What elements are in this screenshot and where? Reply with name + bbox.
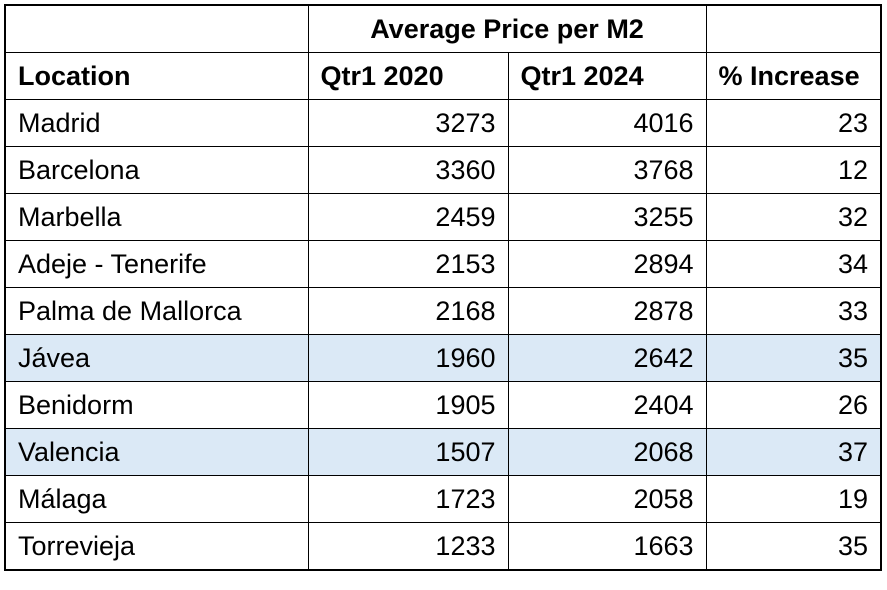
price-2024-cell: 1663 — [507, 522, 707, 571]
location-cell: Málaga — [4, 475, 309, 523]
location-cell: Torrevieja — [4, 522, 309, 571]
increase-cell: 32 — [705, 193, 882, 241]
table-row: Benidorm 1905 2404 26 — [4, 381, 882, 429]
price-2020-cell: 1905 — [307, 381, 509, 429]
column-header-q1-2020: Qtr1 2020 — [307, 52, 509, 100]
merged-header-cell: Average Price per M2 — [307, 4, 707, 53]
price-2020-cell: 1233 — [307, 522, 509, 571]
price-2024-cell: 2878 — [507, 287, 707, 335]
location-cell: Adeje - Tenerife — [4, 240, 309, 288]
price-table-body: Madrid 3273 4016 23 Barcelona 3360 3768 … — [4, 99, 882, 571]
table-row: Madrid 3273 4016 23 — [4, 99, 882, 147]
column-header-q1-2024: Qtr1 2024 — [507, 52, 707, 100]
column-header-location: Location — [4, 52, 309, 100]
price-2024-cell: 2642 — [507, 334, 707, 382]
increase-cell: 35 — [705, 522, 882, 571]
increase-cell: 12 — [705, 146, 882, 194]
table-row: Adeje - Tenerife 2153 2894 34 — [4, 240, 882, 288]
top-right-empty-cell — [705, 4, 882, 53]
price-2024-cell: 2068 — [507, 428, 707, 476]
table-row: Valencia 1507 2068 37 — [4, 428, 882, 476]
price-2020-cell: 3273 — [307, 99, 509, 147]
price-2024-cell: 4016 — [507, 99, 707, 147]
location-cell: Barcelona — [4, 146, 309, 194]
location-cell: Madrid — [4, 99, 309, 147]
increase-cell: 33 — [705, 287, 882, 335]
table-row: Jávea 1960 2642 35 — [4, 334, 882, 382]
location-cell: Jávea — [4, 334, 309, 382]
location-cell: Palma de Mallorca — [4, 287, 309, 335]
price-2020-cell: 1960 — [307, 334, 509, 382]
increase-cell: 37 — [705, 428, 882, 476]
price-2024-cell: 2058 — [507, 475, 707, 523]
table-row: Marbella 2459 3255 32 — [4, 193, 882, 241]
price-2020-cell: 1507 — [307, 428, 509, 476]
increase-cell: 23 — [705, 99, 882, 147]
corner-empty-cell — [4, 4, 309, 53]
location-cell: Valencia — [4, 428, 309, 476]
price-2020-cell: 2168 — [307, 287, 509, 335]
increase-cell: 35 — [705, 334, 882, 382]
increase-cell: 26 — [705, 381, 882, 429]
column-header-row: Location Qtr1 2020 Qtr1 2024 % Increase — [4, 52, 882, 100]
price-2020-cell: 3360 — [307, 146, 509, 194]
location-cell: Marbella — [4, 193, 309, 241]
increase-cell: 34 — [705, 240, 882, 288]
price-table-container: Average Price per M2 Location Qtr1 2020 … — [4, 4, 883, 571]
table-row: Palma de Mallorca 2168 2878 33 — [4, 287, 882, 335]
merged-header-row: Average Price per M2 — [4, 4, 882, 53]
table-row: Barcelona 3360 3768 12 — [4, 146, 882, 194]
price-2024-cell: 3255 — [507, 193, 707, 241]
price-2024-cell: 3768 — [507, 146, 707, 194]
table-row: Málaga 1723 2058 19 — [4, 475, 882, 523]
price-2020-cell: 2459 — [307, 193, 509, 241]
price-table: Average Price per M2 Location Qtr1 2020 … — [4, 4, 883, 571]
column-header-increase: % Increase — [705, 52, 882, 100]
price-2024-cell: 2894 — [507, 240, 707, 288]
price-2020-cell: 2153 — [307, 240, 509, 288]
price-2020-cell: 1723 — [307, 475, 509, 523]
location-cell: Benidorm — [4, 381, 309, 429]
price-2024-cell: 2404 — [507, 381, 707, 429]
increase-cell: 19 — [705, 475, 882, 523]
table-row: Torrevieja 1233 1663 35 — [4, 522, 882, 571]
